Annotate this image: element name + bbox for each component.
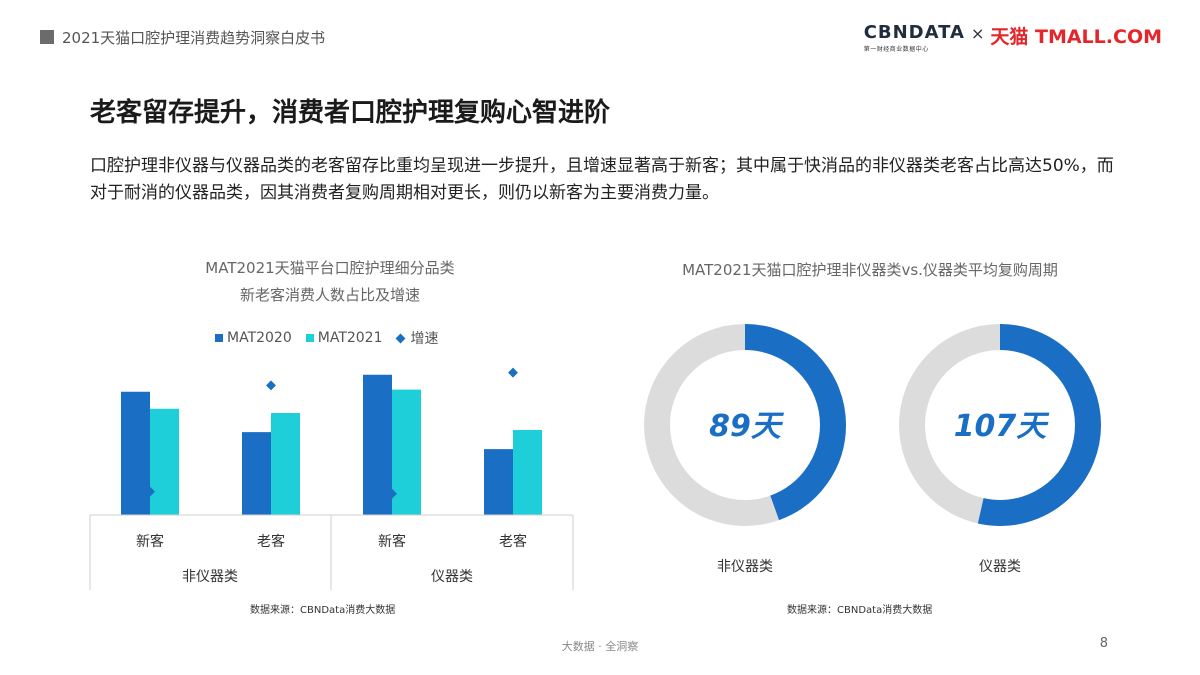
x-tick-label-0: 新客 xyxy=(136,533,164,550)
growth-point-1 xyxy=(266,380,276,391)
cbndata-logo-text: CBNDATA xyxy=(863,22,965,43)
x-tick-label-1: 老客 xyxy=(257,533,285,550)
legend-item-growth: 增速 xyxy=(395,328,439,348)
bar-mat2021-1 xyxy=(271,413,300,515)
legend-label-growth: 增速 xyxy=(410,331,439,347)
x-tick-label-3: 老客 xyxy=(499,533,527,550)
legend-item-mat2021: MAT2021 xyxy=(305,330,383,346)
bar-chart-title: MAT2021天猫平台口腔护理细分品类 xyxy=(205,259,455,277)
legend-item-mat2020: MAT2020 xyxy=(215,330,292,346)
header-square xyxy=(40,30,54,44)
tmall-logo: 天猫 TMALL.COM xyxy=(990,26,1162,48)
x-tick-label-2: 新客 xyxy=(378,533,406,550)
cbndata-logo-subtitle: 第一财经商业数据中心 xyxy=(863,46,929,53)
donut-chart-title: MAT2021天猫口腔护理非仪器类vs.仪器类平均复购周期 xyxy=(682,261,1058,279)
bar-chart-source: 数据来源：CBNData消费大数据 xyxy=(250,605,396,616)
footer-tagline: 大数据 · 全洞察 xyxy=(561,640,639,653)
bar-mat2021-3 xyxy=(513,430,542,515)
bar-mat2020-3 xyxy=(484,449,513,515)
donut-chart-source: 数据来源：CBNData消费大数据 xyxy=(787,605,933,616)
page-number: 8 xyxy=(1099,636,1108,651)
donut-value-arc-1 xyxy=(899,324,1101,526)
legend-label-mat2021: MAT2021 xyxy=(317,330,383,346)
report-title: 2021天猫口腔护理消费趋势洞察白皮书 xyxy=(62,29,326,47)
brand-logo: CBNDATA 第一财经商业数据中心 × 天猫 TMALL.COM xyxy=(864,22,1162,53)
legend-swatch-mat2020 xyxy=(215,334,223,342)
bar-mat2021-2 xyxy=(392,389,421,515)
donut-value-arc-0 xyxy=(644,324,846,526)
bar-mat2021-0 xyxy=(150,408,179,515)
slide-description: 口腔护理非仪器与仪器品类的老客留存比重均呈现进一步提升，且增速显著高于新客；其中… xyxy=(90,156,1114,203)
group-label-1: 仪器类 xyxy=(431,569,473,585)
legend-swatch-mat2021 xyxy=(305,334,314,342)
growth-point-3 xyxy=(508,367,518,378)
slide-title: 老客留存提升，消费者口腔护理复购心智进阶 xyxy=(90,98,611,128)
growth-point-2 xyxy=(387,488,397,499)
donut-label-0: 非仪器类 xyxy=(717,559,773,575)
bar-mat2020-2 xyxy=(363,374,392,515)
donut-center-value-1: 107天 xyxy=(954,409,1051,444)
cbndata-logo: CBNDATA 第一财经商业数据中心 xyxy=(864,22,965,53)
bar-chart-legend: MAT2020 MAT2021 增速 xyxy=(215,328,439,348)
bar-mat2020-1 xyxy=(242,432,271,515)
group-label-0: 非仪器类 xyxy=(182,569,238,585)
bar-chart-subtitle: 新老客消费人数占比及增速 xyxy=(239,286,420,304)
donut-center-value-0: 89天 xyxy=(709,409,785,444)
legend-label-mat2020: MAT2020 xyxy=(227,330,292,346)
growth-point-0 xyxy=(145,486,155,497)
donut-label-1: 仪器类 xyxy=(979,559,1021,575)
logo-separator: × xyxy=(970,24,985,43)
bar-mat2020-0 xyxy=(121,391,150,515)
